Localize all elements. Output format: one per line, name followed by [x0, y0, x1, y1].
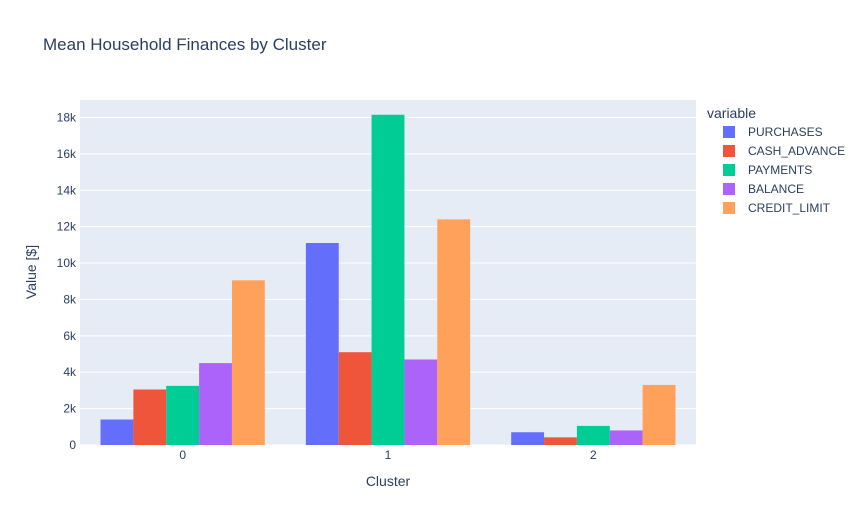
bar-balance[interactable] — [404, 359, 438, 445]
legend-label: PAYMENTS — [748, 163, 812, 177]
legend-label: CASH_ADVANCE — [748, 144, 845, 158]
y-tick-label: 12k — [57, 220, 77, 234]
legend-item[interactable]: CREDIT_LIMIT — [723, 201, 831, 215]
legend-swatch — [723, 183, 735, 195]
bar-purchases[interactable] — [305, 243, 339, 445]
y-tick-label: 10k — [57, 256, 77, 270]
bar-cash-advance[interactable] — [133, 389, 167, 445]
y-tick-label: 16k — [57, 147, 77, 161]
legend-swatch — [723, 126, 735, 138]
legend-title: variable — [707, 105, 756, 121]
legend-label: PURCHASES — [748, 125, 823, 139]
legend[interactable]: variable PURCHASES CASH_ADVANCE PAYMENTS BA… — [707, 105, 845, 215]
y-tick-label: 18k — [57, 110, 77, 124]
legend-swatch — [723, 202, 735, 214]
legend-item[interactable]: PURCHASES — [723, 125, 823, 139]
x-tick-label: 2 — [590, 448, 597, 462]
bar-credit-limit[interactable] — [437, 219, 471, 445]
y-tick-label: 6k — [63, 329, 77, 343]
y-axis-title: Value [$] — [23, 245, 39, 299]
y-tick-label: 0 — [69, 438, 76, 452]
bar-purchases[interactable] — [100, 419, 134, 445]
bars — [100, 114, 676, 445]
legend-label: CREDIT_LIMIT — [748, 201, 831, 215]
y-tick-label: 2k — [63, 402, 77, 416]
y-tick-label: 8k — [63, 292, 77, 306]
bar-cash-advance[interactable] — [544, 437, 577, 445]
legend-swatch — [723, 145, 735, 157]
bar-balance[interactable] — [609, 430, 643, 445]
legend-swatch — [723, 164, 735, 176]
x-axis-title: Cluster — [366, 473, 411, 489]
bar-purchases[interactable] — [511, 432, 545, 445]
x-axis-ticks: 0 1 2 — [179, 448, 597, 462]
x-tick-label: 0 — [179, 448, 186, 462]
legend-item[interactable]: BALANCE — [723, 182, 804, 196]
bar-payments[interactable] — [371, 114, 405, 445]
bar-cash-advance[interactable] — [338, 352, 372, 445]
y-axis-ticks: 0 2k 4k 6k 8k 10k 12k 14k 16k 18k — [57, 110, 77, 452]
legend-item[interactable]: PAYMENTS — [723, 163, 812, 177]
bar-credit-limit[interactable] — [231, 280, 265, 445]
bar-payments[interactable] — [576, 425, 610, 445]
legend-label: BALANCE — [748, 182, 804, 196]
bar-balance[interactable] — [199, 363, 232, 445]
y-tick-label: 4k — [63, 365, 77, 379]
y-tick-label: 14k — [57, 183, 77, 197]
chart-title: Mean Household Finances by Cluster — [43, 35, 327, 54]
legend-item[interactable]: CASH_ADVANCE — [723, 144, 845, 158]
bar-payments[interactable] — [166, 385, 200, 445]
bar-credit-limit[interactable] — [642, 384, 676, 445]
x-tick-label: 1 — [385, 448, 392, 462]
